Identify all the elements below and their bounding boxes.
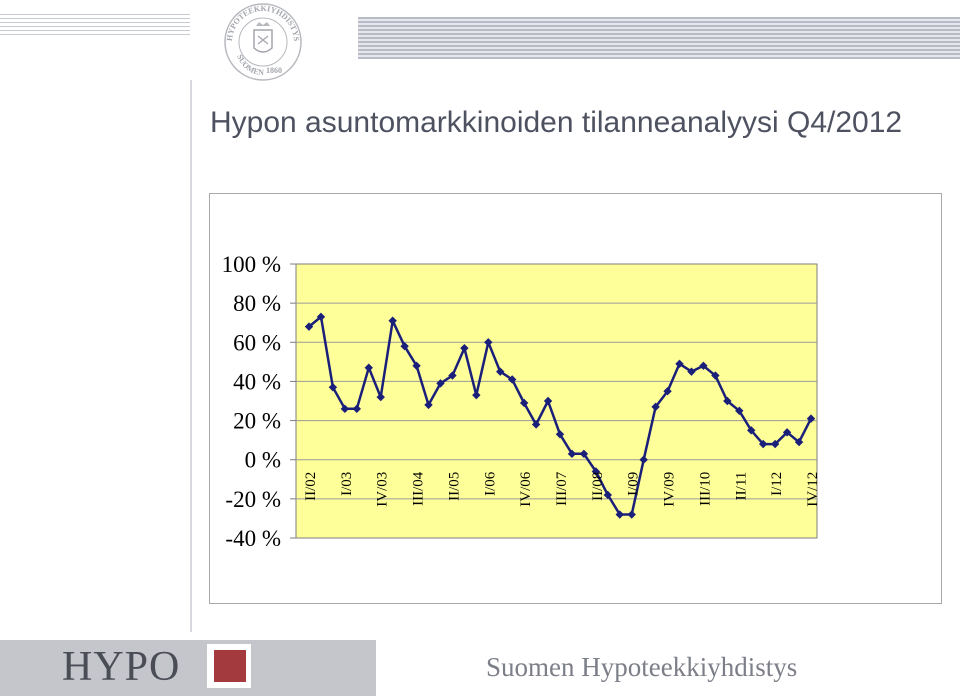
data-point [699,361,708,370]
x-tick-label: II/11 [733,472,749,501]
data-point [352,404,362,414]
x-tick-label: IV/09 [662,472,678,507]
chart-frame: 100 % 80 % 60 % 40 % 20 % 0 % -20 % -40 % II/02 I… [209,193,942,604]
data-point [579,449,589,459]
data-point [758,439,768,449]
footer-band [0,640,376,696]
x-tick-label: III/04 [411,471,427,506]
data-point [806,414,816,423]
data-point [484,338,493,347]
x-tick-label: IV/06 [518,471,534,506]
x-tick-label: I/03 [339,472,355,496]
x-tick-label: III/10 [697,472,713,506]
data-point [782,428,792,437]
vertical-divider [190,80,192,632]
x-tick-label: II/08 [590,472,606,501]
y-tick-label: 60 % [233,330,281,355]
y-tick-label: 40 % [233,369,281,394]
page-title: Hypon asuntomarkkinoiden tilanneanalyysi… [210,106,903,139]
data-point [507,375,517,384]
y-tick-label: 100 % [222,252,281,277]
line-chart: 100 % 80 % 60 % 40 % 20 % 0 % -20 % -40 % II/02 I… [222,252,821,551]
data-point [747,426,756,435]
data-point [316,312,326,322]
data-point [376,392,385,402]
footer-accent-square [214,650,246,682]
footer-band-right [376,640,960,696]
data-point [770,439,780,449]
data-point [448,371,457,380]
data-point [663,387,672,396]
data-point [711,371,720,380]
svg-text:SUOMEN: SUOMEN [235,53,264,77]
data-point [543,396,553,406]
hypo-seal-logo: HYPOTEEKKIYHDISTYS SUOMEN 1860 [224,3,302,81]
y-tick-label: 20 % [233,409,281,434]
svg-text:HYPOTEEKKIYHDISTYS: HYPOTEEKKIYHDISTYS [225,4,301,42]
header-stripes-right [358,17,960,59]
data-point [687,367,696,376]
data-point [364,363,373,372]
data-point [723,396,732,406]
x-tick-label: IV/12 [805,472,821,507]
y-tick-label: -40 % [225,526,281,551]
data-point [675,359,684,369]
data-point [340,404,350,414]
x-tick-label: I/06 [482,471,498,496]
data-point [328,383,338,392]
data-point [460,343,469,353]
svg-text:1860: 1860 [266,66,282,75]
x-tick-label: I/12 [769,472,785,496]
x-tick-label: I/09 [626,472,642,496]
data-point [388,316,397,325]
footer-logo: HYPO [62,644,181,690]
footer-organization-name: Suomen Hypoteekkiyhdistys [486,652,798,682]
data-point [735,406,744,415]
data-point [555,430,565,439]
x-tick-label: III/07 [554,471,570,506]
data-point [794,437,804,447]
data-point [424,400,433,410]
data-point [412,361,421,370]
data-point [400,342,409,351]
x-tick-label: IV/03 [375,472,391,507]
x-tick-label: II/02 [303,472,319,501]
data-point [567,449,577,459]
header-stripes-left [0,14,190,36]
y-tick-label: -20 % [225,487,281,512]
x-tick-label: II/05 [446,472,462,501]
data-point [531,420,541,429]
y-tick-label: 0 % [245,448,281,473]
y-tick-label: 80 % [233,291,281,316]
